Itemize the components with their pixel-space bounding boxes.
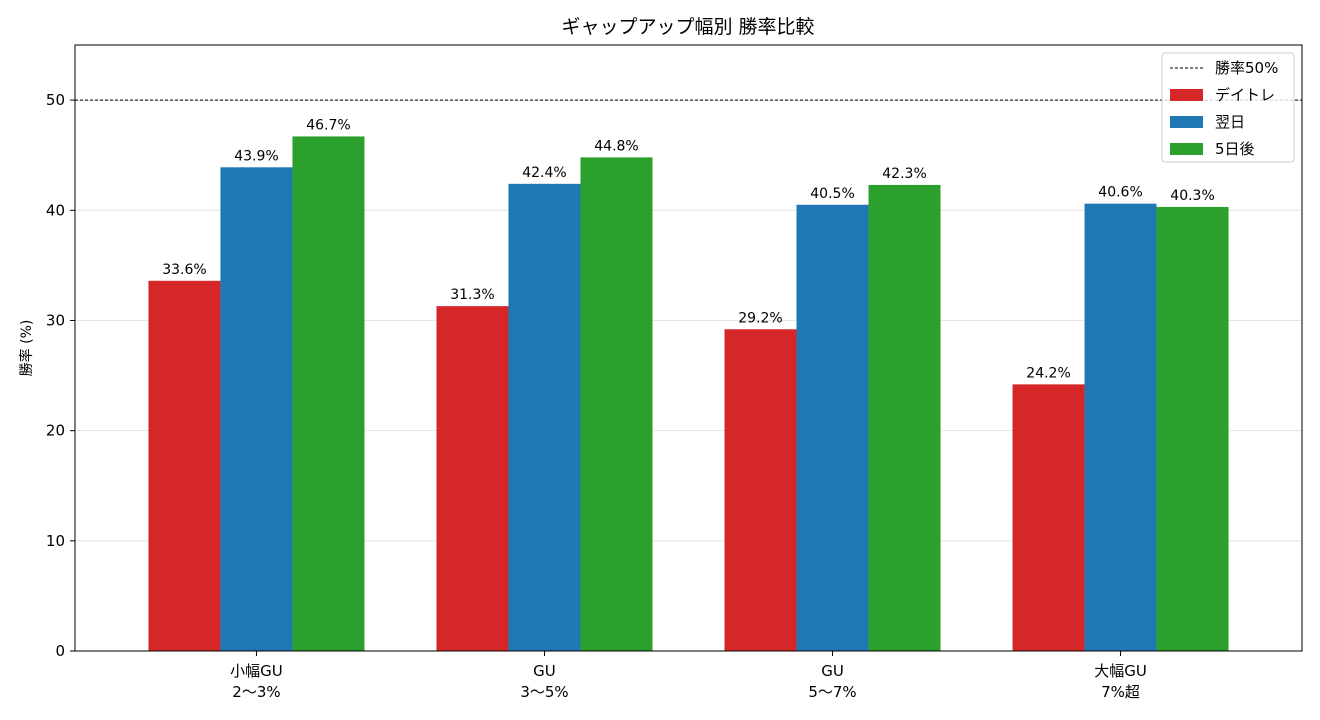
legend-label: 翌日: [1215, 113, 1245, 131]
x-tick-label: 大幅GU: [1094, 662, 1147, 680]
chart-title: ギャップアップ幅別 勝率比較: [561, 16, 814, 38]
legend-label: 5日後: [1215, 140, 1255, 158]
bar: [1156, 206, 1229, 651]
y-axis-label: 勝率 (%): [18, 320, 35, 377]
bar: [1012, 384, 1085, 651]
x-tick-label: 7%超: [1101, 683, 1140, 701]
y-tick-label: 40: [46, 201, 65, 219]
legend-swatch: [1170, 143, 1203, 155]
y-tick-label: 20: [46, 422, 65, 440]
x-tick-label: 3〜5%: [520, 683, 568, 701]
y-tick-label: 0: [55, 642, 65, 660]
bar-value-label: 43.9%: [234, 148, 278, 164]
x-tick-label: 小幅GU: [230, 662, 283, 680]
bar-value-label: 29.2%: [738, 310, 782, 326]
x-tick-label: GU: [821, 662, 844, 680]
bar: [580, 157, 653, 652]
bar: [796, 204, 869, 651]
bar-value-label: 42.4%: [522, 165, 566, 181]
bars: [148, 136, 1229, 652]
bar: [436, 306, 509, 651]
bar-value-label: 42.3%: [882, 166, 926, 182]
bar: [508, 183, 581, 651]
bar: [724, 329, 797, 651]
legend-label: デイトレ: [1215, 86, 1275, 104]
bar-value-labels: 33.6% 43.9% 46.7% 31.3% 42.4% 44.8% 29.2% 40.5%…: [162, 117, 1215, 381]
bar-value-label: 31.3%: [450, 287, 494, 303]
y-tick-label: 50: [46, 91, 65, 109]
x-tick-label: 5〜7%: [808, 683, 856, 701]
y-tick-label: 30: [46, 311, 65, 329]
legend-swatch: [1170, 116, 1203, 128]
x-tick-label: GU: [533, 662, 556, 680]
bar: [220, 167, 293, 651]
bar: [148, 280, 221, 651]
bar-value-label: 33.6%: [162, 262, 206, 278]
axes: 0 10 20 30 40 50 小幅GU 2〜3% GU 3〜5% GU 5〜7% 大幅GU 7%超: [46, 44, 1303, 701]
bar-value-label: 44.8%: [594, 138, 638, 154]
bar: [292, 136, 365, 651]
bar-value-label: 46.7%: [306, 117, 350, 133]
plot-frame: [74, 44, 1303, 652]
bar-value-label: 40.3%: [1170, 188, 1214, 204]
y-tick-label: 10: [46, 532, 65, 550]
legend-swatch: [1170, 89, 1203, 101]
bar-value-label: 40.6%: [1098, 185, 1142, 201]
x-tick-label: 2〜3%: [232, 683, 280, 701]
bar-value-label: 40.5%: [810, 186, 854, 202]
bar: [1084, 203, 1157, 652]
legend-box: [1161, 52, 1295, 163]
bar-value-label: 24.2%: [1026, 365, 1070, 381]
bar: [868, 184, 941, 651]
legend-label: 勝率50%: [1215, 59, 1278, 77]
